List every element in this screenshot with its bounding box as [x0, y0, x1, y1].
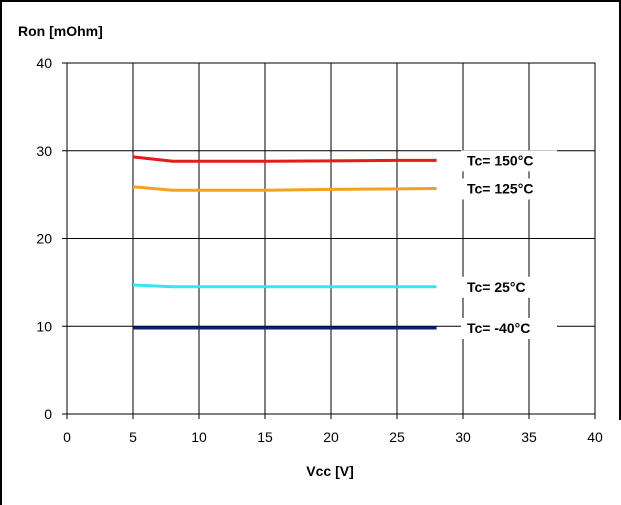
- y-axis-title: Ron [mOhm]: [18, 23, 103, 39]
- x-tick-label: 40: [587, 429, 603, 445]
- series-label: Tc= -40°C: [467, 320, 530, 336]
- y-tick-label: 10: [36, 318, 52, 334]
- ticks: 0 5 10 15 20 25 30 35 40 0 10 20 30 40: [36, 55, 603, 445]
- series-label: Tc= 125°C: [467, 180, 533, 196]
- y-tick-label: 30: [36, 143, 52, 159]
- series-label-background: [461, 150, 557, 172]
- x-tick-label: 20: [323, 429, 339, 445]
- x-tick-label: 25: [389, 429, 405, 445]
- series-layer: [132, 155, 437, 330]
- series-label-background: [461, 318, 557, 340]
- x-tick-label: 10: [191, 429, 207, 445]
- grid: [62, 62, 596, 419]
- series-line: [132, 155, 437, 163]
- series-line: [132, 185, 437, 192]
- series-label-background: [461, 276, 557, 298]
- x-tick-label: 35: [521, 429, 537, 445]
- x-axis-title: Vcc [V]: [306, 463, 353, 479]
- series-line: [132, 283, 437, 289]
- y-tick-label: 0: [44, 406, 52, 422]
- series-label-background: [461, 178, 557, 200]
- series-label: Tc= 25°C: [467, 279, 526, 295]
- x-tick-label: 15: [257, 429, 273, 445]
- x-tick-label: 30: [455, 429, 471, 445]
- y-tick-label: 20: [36, 231, 52, 247]
- x-tick-label: 0: [63, 429, 71, 445]
- y-tick-label: 40: [36, 55, 52, 71]
- labels-layer: Tc= 150°C Tc= 125°C Tc= 25°C Tc= -40°C: [461, 150, 557, 340]
- x-tick-label: 5: [129, 429, 137, 445]
- series-label: Tc= 150°C: [467, 152, 533, 168]
